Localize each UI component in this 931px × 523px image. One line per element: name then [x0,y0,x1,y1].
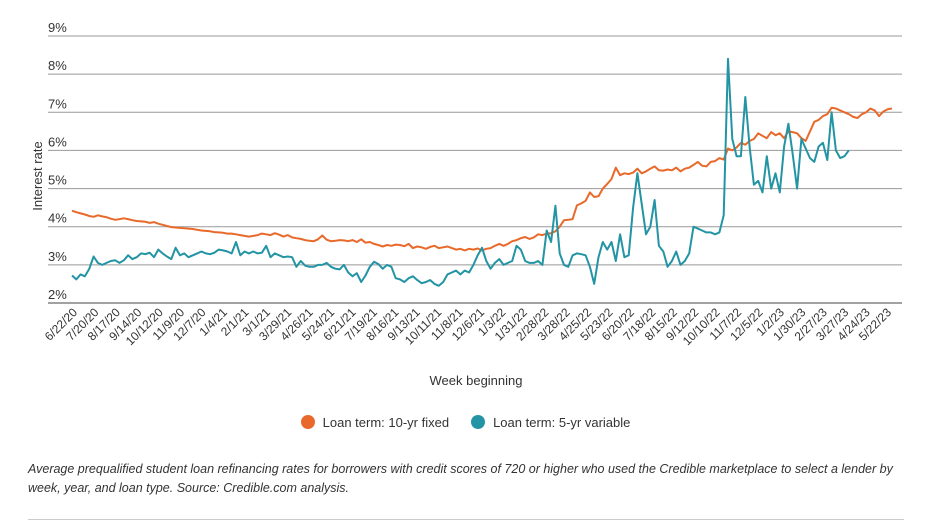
y-tick-label: 3% [48,249,67,264]
x-axis-tick-labels: 6/22/207/20/208/17/209/14/2010/12/2011/9… [42,305,894,348]
y-tick-label: 8% [48,58,67,73]
y-tick-label: 2% [48,287,67,302]
chart-caption: Average prequalified student loan refina… [28,462,893,495]
legend-swatch-5yr-variable [471,415,486,429]
y-tick-label: 7% [48,96,67,111]
legend-item-10yr-fixed: Loan term: 10-yr fixed [300,414,450,430]
series-line-5yr-variable [71,57,850,287]
y-axis-tick-labels: 2% 3% 4% 5% 6% 7% 8% 9% [48,20,67,302]
line-chart: 2% 3% 4% 5% 6% 7% 8% 9% 6/22/207/20/208/17/209/… [30,20,902,388]
legend-swatch-10yr-fixed [300,415,315,429]
legend-label-10yr-fixed: Loan term: 10-yr fixed [322,414,450,430]
gridlines [48,35,902,304]
y-tick-label: 4% [48,211,67,226]
chart-legend: Loan term: 10-yr fixed Loan term: 5-yr v… [0,412,931,432]
bottom-divider [28,519,904,520]
y-tick-label: 9% [48,20,67,35]
x-axis-title: Week beginning [430,373,523,388]
y-tick-label: 6% [48,134,67,149]
legend-item-5yr-variable: Loan term: 5-yr variable [471,415,630,430]
legend-label-5yr-variable: Loan term: 5-yr variable [493,414,631,430]
y-axis-title: Interest rate [30,141,45,210]
y-tick-label: 5% [48,173,67,188]
series-lines [71,57,893,287]
